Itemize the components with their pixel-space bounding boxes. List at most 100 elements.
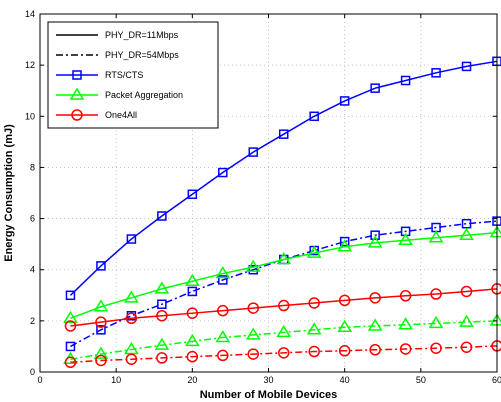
square-marker <box>400 75 411 86</box>
series-one4all-54mbps <box>64 340 501 369</box>
series-line <box>70 345 498 364</box>
triangle-marker <box>185 333 200 347</box>
square-marker <box>431 68 441 78</box>
circle-marker <box>430 288 442 300</box>
triangle-marker <box>124 290 139 303</box>
legend-item: Packet Aggregation <box>56 87 183 100</box>
triangle-marker <box>276 252 292 265</box>
triangle-marker <box>63 310 78 324</box>
legend-label: PHY_DR=54Mbps <box>105 50 179 60</box>
x-tick-label: 30 <box>263 375 273 385</box>
square-marker <box>157 299 167 309</box>
triangle-marker <box>428 230 444 243</box>
axis-ticks: 0 10 20 30 40 50 60 0 2 4 6 8 10 12 14 <box>25 9 501 385</box>
circle-marker <box>64 320 77 332</box>
triangle-marker <box>215 330 231 343</box>
series-packet-aggregation-54mbps <box>63 313 501 364</box>
circle-marker <box>64 356 77 369</box>
square-marker <box>96 261 106 271</box>
square-marker <box>187 286 198 297</box>
legend-label: PHY_DR=11Mbps <box>105 30 179 40</box>
circle-marker <box>369 292 381 304</box>
triangle-marker <box>306 245 322 258</box>
circle-marker <box>369 344 381 356</box>
square-marker <box>370 230 380 240</box>
square-marker <box>157 211 167 221</box>
square-marker <box>218 275 228 285</box>
x-axis-title: Number of Mobile Devices <box>200 389 338 401</box>
triangle-marker <box>459 227 474 240</box>
circle-marker <box>308 345 320 358</box>
circle-marker <box>217 349 229 362</box>
square-marker <box>72 70 82 80</box>
triangle-marker <box>398 317 413 330</box>
triangle-marker <box>337 239 352 252</box>
circle-marker <box>125 312 138 325</box>
x-tick-label: 10 <box>111 375 121 385</box>
triangle-marker <box>428 315 444 329</box>
circle-marker <box>95 316 107 328</box>
circle-marker <box>125 353 138 365</box>
triangle-marker <box>154 337 170 350</box>
legend-label: RTS/CTS <box>105 70 143 80</box>
circle-marker <box>338 294 351 307</box>
y-tick-label: 8 <box>30 162 35 172</box>
square-marker <box>248 147 259 157</box>
triangle-marker <box>69 87 85 100</box>
triangle-marker <box>93 299 109 312</box>
legend-item: One4All <box>56 109 137 121</box>
y-tick-label: 12 <box>25 60 35 70</box>
square-marker <box>339 236 350 247</box>
triangle-marker <box>154 281 170 294</box>
y-tick-label: 14 <box>25 9 35 19</box>
square-marker <box>218 167 228 178</box>
legend-label: One4All <box>105 110 137 120</box>
series-rts-cts-11mbps <box>65 56 501 301</box>
circle-marker <box>399 290 412 302</box>
triangle-marker <box>93 346 109 359</box>
circle-marker <box>308 297 320 309</box>
square-marker <box>278 129 289 139</box>
triangle-marker <box>337 319 352 332</box>
circle-marker <box>156 352 168 364</box>
triangle-marker <box>367 235 383 248</box>
triangle-marker <box>306 322 322 335</box>
triangle-marker <box>367 318 383 331</box>
circle-marker <box>338 345 351 357</box>
circle-marker <box>430 342 442 354</box>
legend-item: RTS/CTS <box>56 70 143 80</box>
series-layer <box>63 56 501 369</box>
x-tick-label: 0 <box>37 375 42 385</box>
square-marker <box>248 264 259 275</box>
x-tick-label: 20 <box>187 375 197 385</box>
legend: PHY_DR=11Mbps PHY_DR=54Mbps RTS/CTS Packet … <box>47 21 219 129</box>
series-line <box>70 288 498 327</box>
triangle-marker <box>185 273 200 286</box>
y-tick-label: 2 <box>30 316 35 326</box>
circle-marker <box>277 347 290 359</box>
x-tick-label: 50 <box>416 375 426 385</box>
y-tick-label: 4 <box>30 265 35 275</box>
series-line <box>70 231 498 320</box>
triangle-marker <box>245 259 261 272</box>
x-tick-label: 60 <box>492 375 501 385</box>
y-axis-title: Energy Consumption (mJ) <box>3 124 15 262</box>
circle-marker <box>71 109 83 121</box>
circle-marker <box>247 348 260 360</box>
circle-marker <box>247 302 260 314</box>
legend-label: Packet Aggregation <box>105 90 183 100</box>
legend-item: PHY_DR=11Mbps <box>56 30 179 40</box>
triangle-marker <box>398 232 413 246</box>
y-tick-label: 10 <box>25 111 35 121</box>
triangle-marker <box>489 225 501 238</box>
triangle-marker <box>215 266 231 279</box>
square-marker <box>65 290 76 301</box>
circle-marker <box>217 304 229 317</box>
circle-marker <box>186 307 199 319</box>
series-line <box>70 320 498 360</box>
square-marker <box>65 341 76 352</box>
square-marker <box>461 218 472 229</box>
square-marker <box>126 234 137 244</box>
circle-marker <box>460 285 473 298</box>
